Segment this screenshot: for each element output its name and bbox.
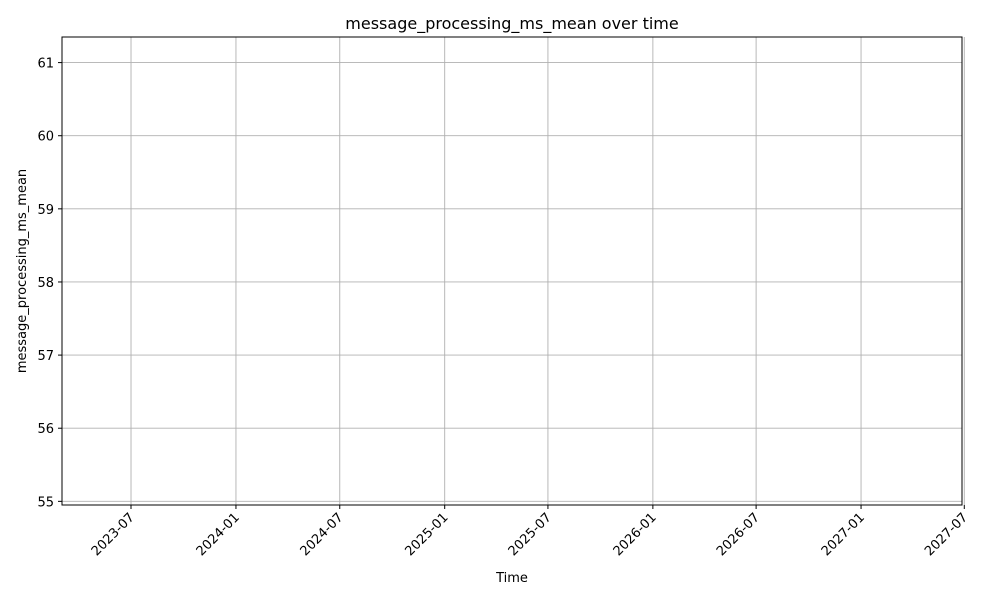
plot-frame [61, 36, 963, 506]
x-tick-label: 2025-07 [506, 510, 555, 559]
grid-layer [62, 37, 965, 505]
y-tick-label: 59 [37, 203, 54, 218]
x-tick-label: 2026-01 [611, 510, 660, 559]
x-axis-label: Time [495, 571, 528, 586]
y-axis-label: message_processing_ms_mean [15, 169, 30, 373]
x-tick-label: 2027-01 [819, 510, 868, 559]
x-tick-label: 2027-07 [922, 510, 971, 559]
x-tick-label: 2025-01 [403, 510, 452, 559]
x-tick-label: 2024-07 [298, 510, 347, 559]
x-tick-label: 2026-07 [714, 510, 763, 559]
y-tick-label: 58 [37, 276, 54, 291]
y-tick-label: 60 [37, 130, 54, 145]
x-tick-label: 2023-07 [89, 510, 138, 559]
y-tick-label: 57 [37, 349, 54, 364]
x-tick-label: 2024-01 [194, 510, 243, 559]
y-tick-label: 61 [37, 57, 54, 72]
y-tick-label: 55 [37, 495, 54, 510]
y-tick-label: 56 [37, 422, 54, 437]
tick-layer: 2023-07 2024-01 2024-07 2025-01 2025-07 2026-… [37, 57, 971, 560]
chart-title: message_processing_ms_mean over time [345, 14, 678, 34]
